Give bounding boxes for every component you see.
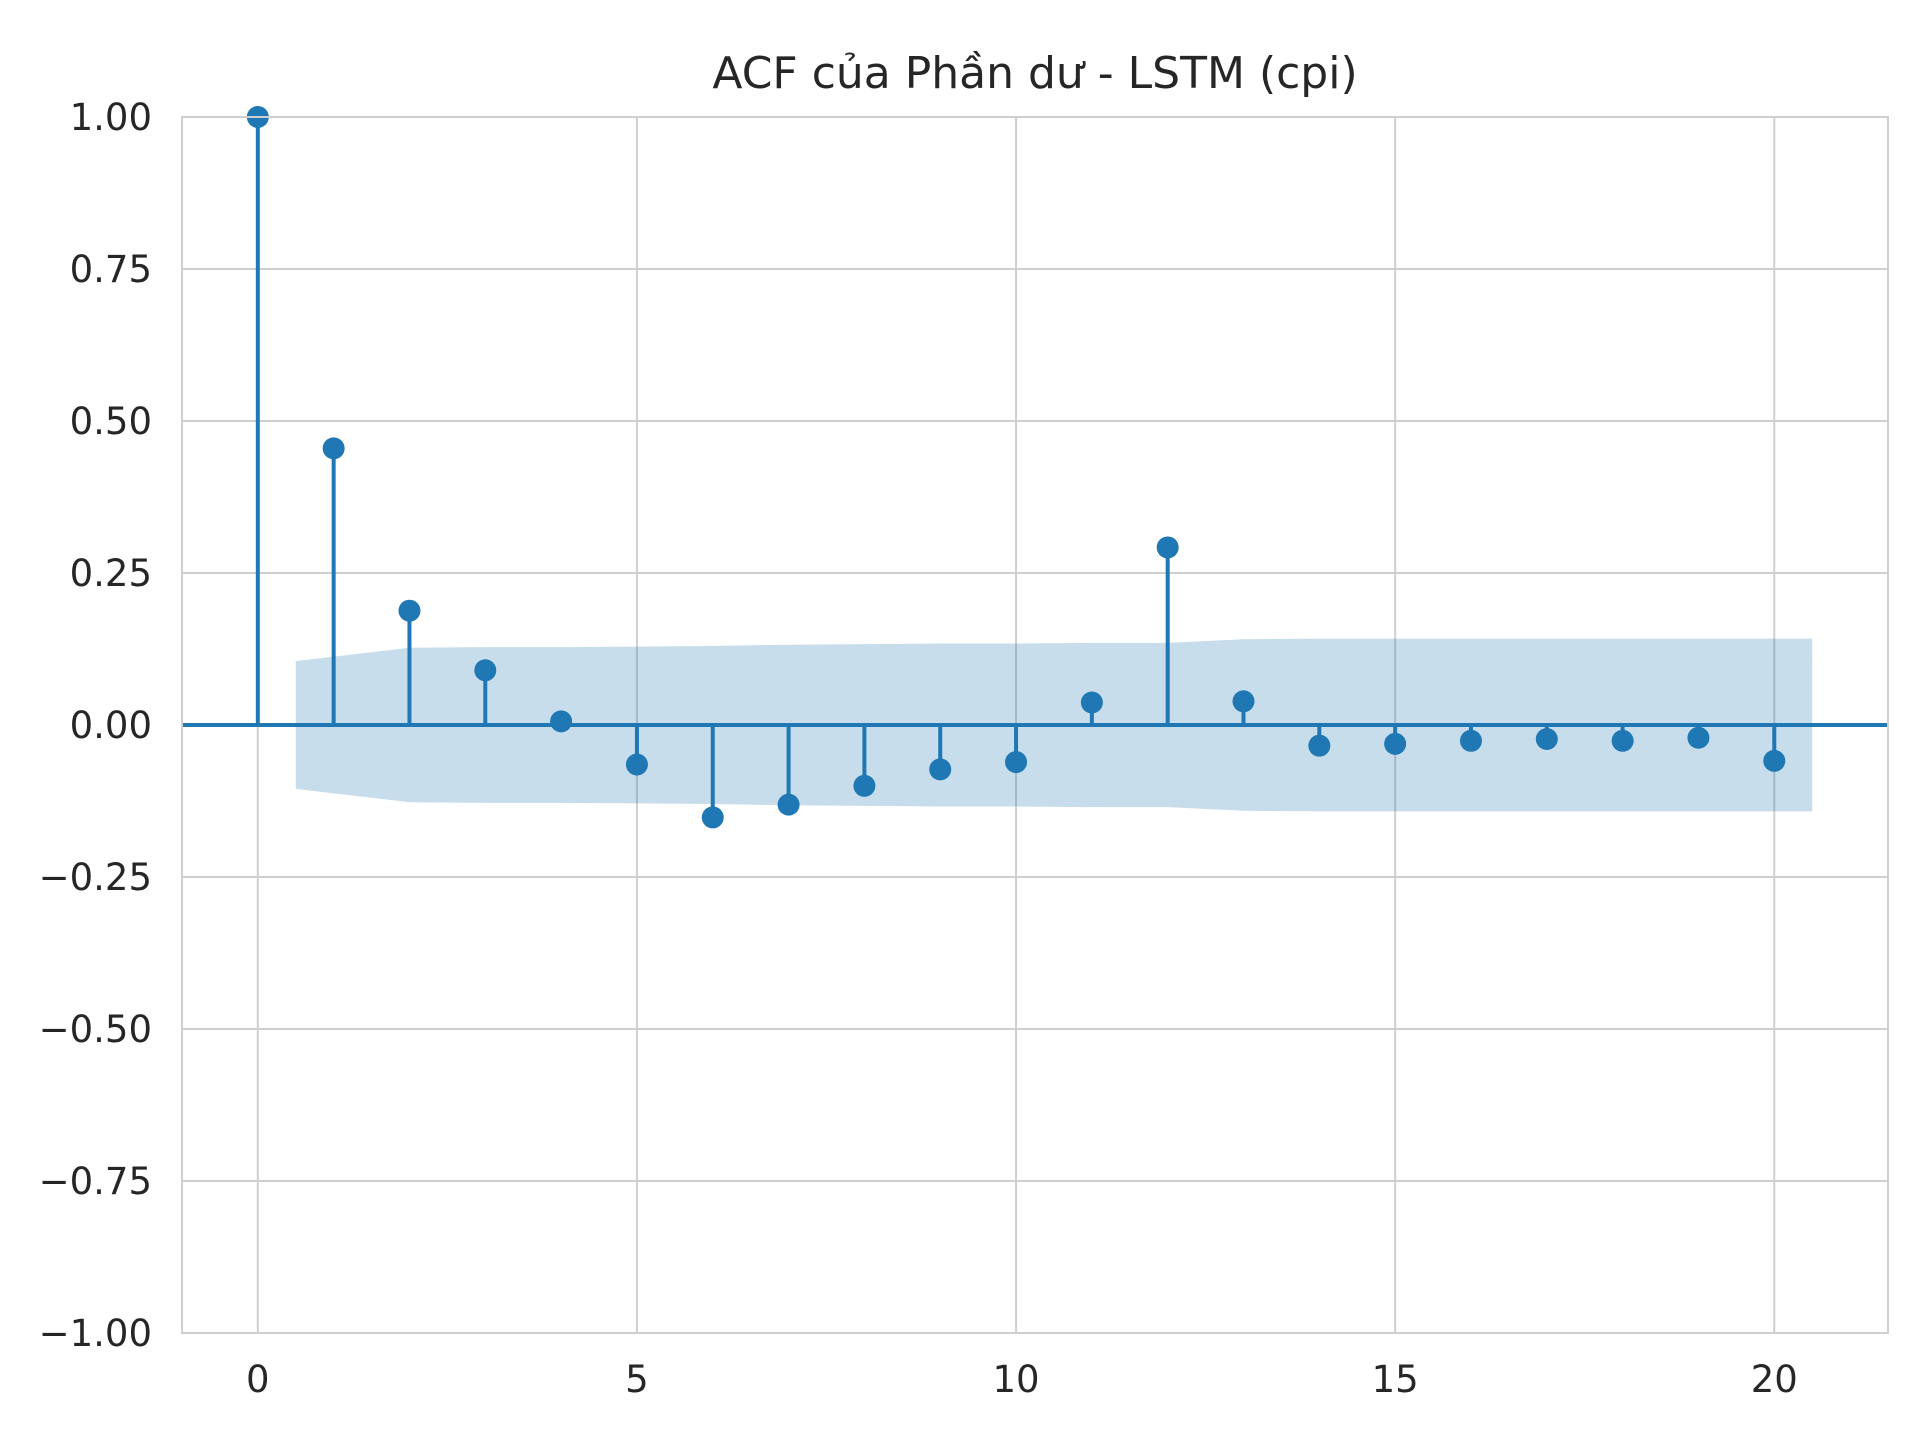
y-tick-label: 0.25 (70, 552, 152, 595)
y-tick-label: 0.00 (70, 704, 152, 747)
y-tick-label: −0.25 (39, 856, 152, 899)
acf-point (625, 753, 648, 776)
acf-point (550, 710, 573, 733)
acf-point (853, 774, 876, 797)
acf-point (929, 758, 952, 781)
y-tick-label: −0.50 (39, 1008, 152, 1051)
x-tick-label: 10 (992, 1358, 1039, 1401)
acf-point (1535, 727, 1558, 750)
x-tick-label: 15 (1372, 1358, 1419, 1401)
acf-point (1156, 536, 1179, 559)
acf-point (1611, 729, 1634, 752)
acf-point (701, 806, 724, 829)
y-tick-label: −1.00 (39, 1312, 152, 1355)
acf-point (398, 599, 421, 622)
axis-layer (181, 116, 1889, 1334)
acf-point (1459, 729, 1482, 752)
acf-point (1763, 749, 1786, 772)
acf-point (1687, 726, 1710, 749)
x-tick-label: 5 (625, 1358, 649, 1401)
acf-point (1232, 690, 1255, 713)
y-tick-label: 0.75 (70, 248, 152, 291)
y-tick-label: 1.00 (70, 96, 152, 139)
plot-frame (181, 116, 1889, 1334)
acf-point (474, 659, 497, 682)
acf-point (1080, 691, 1103, 714)
acf-point (322, 437, 345, 460)
acf-point (1384, 732, 1407, 755)
x-tick-label: 20 (1751, 1358, 1798, 1401)
y-tick-label: 0.50 (70, 400, 152, 443)
tick-label-layer: −1.00 −0.75 −0.50 −0.25 0.00 0.25 0.50 0.75 1.00… (39, 96, 1798, 1401)
stem-layer (246, 106, 1786, 829)
acf-point (1005, 751, 1028, 774)
y-tick-label: −0.75 (39, 1160, 152, 1203)
acf-point (777, 793, 800, 816)
chart-title: ACF của Phần dư - LSTM (cpi) (712, 48, 1357, 99)
x-tick-label: 0 (246, 1358, 270, 1401)
acf-point (1308, 734, 1331, 757)
